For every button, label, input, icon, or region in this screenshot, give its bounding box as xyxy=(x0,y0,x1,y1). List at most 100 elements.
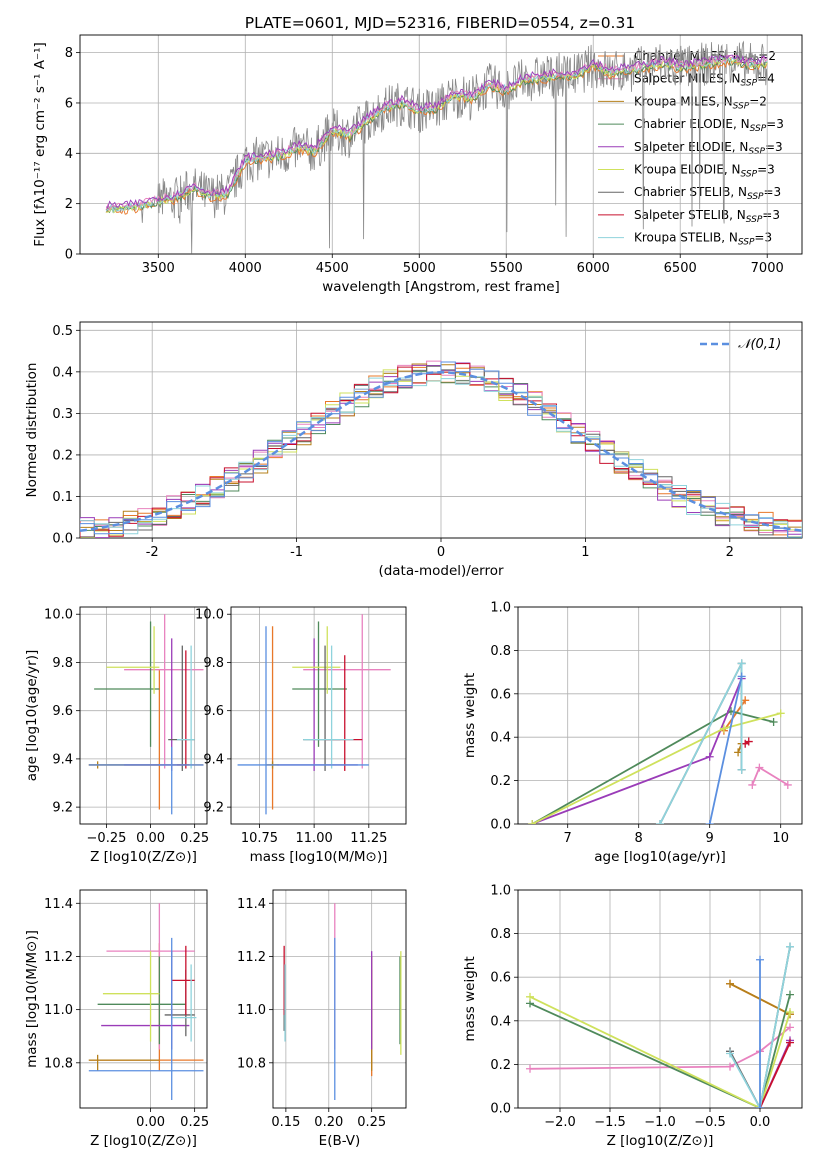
y-tick-label: 9.4 xyxy=(203,752,224,767)
error-bars xyxy=(237,614,391,815)
x-tick-label: 5500 xyxy=(490,261,523,276)
weight-marker xyxy=(786,1038,794,1047)
axes-frame xyxy=(230,606,407,825)
weight-marker xyxy=(776,709,785,718)
weight-marker xyxy=(705,752,714,761)
y-tick-label: 10.0 xyxy=(44,608,73,623)
model-spectrum xyxy=(106,57,768,213)
x-tick-label: 0.25 xyxy=(180,1115,209,1130)
x-tick-label: 6000 xyxy=(577,261,610,276)
x-axis-label: Z [log10(Z/Z⊙)] xyxy=(607,1133,714,1149)
legend-label: Kroupa STELIB, NSSP=3 xyxy=(634,231,772,248)
y-axis-label: Flux [fλ10⁻¹⁷ erg cm⁻² s⁻¹ A⁻¹] xyxy=(32,42,48,247)
y-tick-label: 1.0 xyxy=(490,884,511,899)
weight-marker xyxy=(786,990,794,999)
y-axis-label: mass weight xyxy=(462,673,478,758)
weight-marker xyxy=(726,1062,734,1071)
legend-subscript: SSP xyxy=(747,192,764,202)
y-tick-label: 0.2 xyxy=(490,1058,511,1073)
weight-series xyxy=(531,678,743,824)
error-bars xyxy=(88,903,204,1101)
x-axis-label: Z [log10(Z/Z⊙)] xyxy=(90,1133,197,1149)
weight-series xyxy=(529,994,791,1108)
y-tick-label: 11.2 xyxy=(44,950,73,965)
weight-marker xyxy=(726,1049,734,1058)
y-tick-label: 9.2 xyxy=(52,801,73,816)
x-tick-label: 0.0 xyxy=(750,1115,771,1130)
x-tick-label: 8 xyxy=(635,831,643,846)
y-tick-label: 10.8 xyxy=(44,1056,73,1071)
x-tick-label: 9 xyxy=(706,831,714,846)
y-axis-label: mass weight xyxy=(462,956,478,1041)
legend-count: =3 xyxy=(764,185,782,199)
residual-histograms xyxy=(80,360,802,538)
weight-marker xyxy=(656,820,664,824)
normal-curve xyxy=(80,371,802,532)
y-tick-label: 8 xyxy=(65,46,73,61)
x-tick-label: 7000 xyxy=(751,261,784,276)
x-tick-label: −2.0 xyxy=(544,1115,576,1130)
legend-count: =2 xyxy=(749,94,767,108)
x-tick-label: 4000 xyxy=(229,261,262,276)
histogram-step xyxy=(80,376,802,538)
legend-subscript: SSP xyxy=(750,124,767,134)
weight-marker xyxy=(737,672,746,681)
y-tick-label: 0.8 xyxy=(490,927,511,942)
y-tick-label: 0.6 xyxy=(490,687,511,702)
error-bars xyxy=(283,903,402,1101)
legend-label: Kroupa ELODIE, NSSP=3 xyxy=(634,163,775,180)
weight-marker xyxy=(783,780,792,789)
legend-count: =3 xyxy=(754,231,772,245)
x-axis-label: wavelength [Angstrom, rest frame] xyxy=(322,279,560,295)
weight-marker xyxy=(741,696,750,705)
y-axis-label: Normed distribution xyxy=(24,363,40,498)
y-tick-label: 2 xyxy=(65,197,73,212)
x-tick-label: 3500 xyxy=(142,261,175,276)
error-bars xyxy=(88,614,204,815)
y-tick-label: 9.2 xyxy=(203,801,224,816)
weight-marker xyxy=(744,737,753,746)
weight-marker xyxy=(756,955,764,964)
weight-series xyxy=(751,766,789,786)
weight-marker xyxy=(748,780,757,789)
legend-subscript: SSP xyxy=(741,79,758,89)
y-tick-label: 0.8 xyxy=(490,644,511,659)
y-tick-label: 9.6 xyxy=(203,704,224,719)
x-axis-label: Z [log10(Z/Z⊙)] xyxy=(90,849,197,865)
y-tick-label: 0.4 xyxy=(52,365,73,380)
y-tick-label: 11.4 xyxy=(237,897,266,912)
weight-marker xyxy=(526,992,534,1001)
x-tick-label: 0.00 xyxy=(136,1115,165,1130)
x-tick-label: −1.5 xyxy=(594,1115,626,1130)
residuals-legend: 𝒩(0,1) xyxy=(700,337,781,352)
spectrum-title: PLATE=0601, MJD=52316, FIBERID=0554, z=0… xyxy=(245,14,635,32)
y-tick-label: 6 xyxy=(65,96,73,111)
weight-series xyxy=(531,710,774,824)
axes-frame xyxy=(272,889,407,1109)
legend-count: =3 xyxy=(766,117,784,131)
y-tick-label: 0 xyxy=(65,248,73,263)
weight-series xyxy=(531,712,781,824)
weight-marker xyxy=(786,942,794,951)
axes-frame xyxy=(79,889,208,1109)
x-tick-label: 10 xyxy=(772,831,789,846)
x-tick-label: 10.75 xyxy=(241,831,278,846)
histogram-step xyxy=(80,361,802,538)
legend-label: Chabrier STELIB, NSSP=3 xyxy=(634,185,781,202)
legend-count: =3 xyxy=(765,140,783,154)
legend-label: Salpeter ELODIE, NSSP=3 xyxy=(634,140,783,157)
x-tick-label: -2 xyxy=(146,545,159,560)
weight-lines xyxy=(526,942,794,1108)
y-tick-label: 9.8 xyxy=(52,656,73,671)
y-tick-label: 0.0 xyxy=(52,532,73,547)
x-axis-label: (data-model)/error xyxy=(378,563,504,579)
legend-subscript: SSP xyxy=(738,238,755,248)
weight-series xyxy=(729,946,791,1108)
y-tick-label: 9.6 xyxy=(52,704,73,719)
legend-label: Salpeter STELIB, NSSP=3 xyxy=(634,208,780,225)
x-tick-label: 0.00 xyxy=(136,831,165,846)
weight-series xyxy=(529,1026,791,1070)
weight-marker xyxy=(737,659,746,668)
x-tick-label: 7 xyxy=(564,831,572,846)
weight-marker xyxy=(755,763,764,772)
